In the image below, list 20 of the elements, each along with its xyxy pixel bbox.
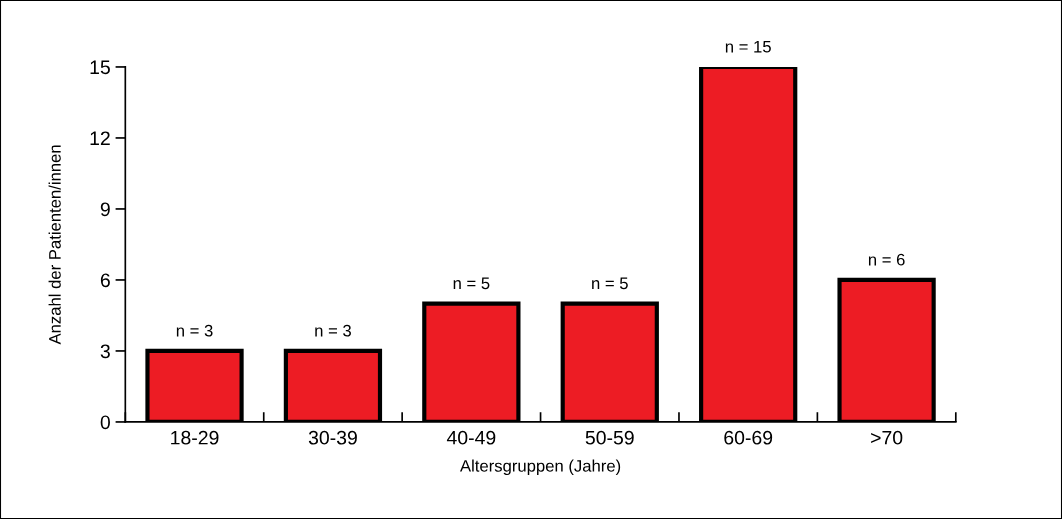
y-tick-label: 3 xyxy=(100,344,110,359)
y-tick-label: 15 xyxy=(90,60,110,75)
y-axis-title: Anzahl der Patienten/innen xyxy=(48,145,61,345)
data-label: n = 5 xyxy=(453,277,490,290)
x-tick-label: 50-59 xyxy=(585,430,634,445)
data-label: n = 15 xyxy=(725,40,771,53)
x-axis-title: Altersgruppen (Jahre) xyxy=(460,459,621,476)
x-tick-label: >70 xyxy=(871,430,903,445)
x-tick-label: 40-49 xyxy=(446,430,496,445)
data-label: n = 6 xyxy=(868,253,905,266)
y-tick-label: 0 xyxy=(100,415,110,430)
x-tick-label: 60-69 xyxy=(724,430,773,445)
y-tick-label: 12 xyxy=(90,131,110,145)
data-label: n = 5 xyxy=(592,277,628,290)
data-label: n = 3 xyxy=(315,324,351,337)
x-tick-label: 18-29 xyxy=(171,430,219,445)
y-tick-label: 6 xyxy=(100,273,110,288)
y-tick-label: 9 xyxy=(100,202,110,217)
x-tick-label: 30-39 xyxy=(308,430,357,445)
data-label: n = 3 xyxy=(176,324,213,337)
